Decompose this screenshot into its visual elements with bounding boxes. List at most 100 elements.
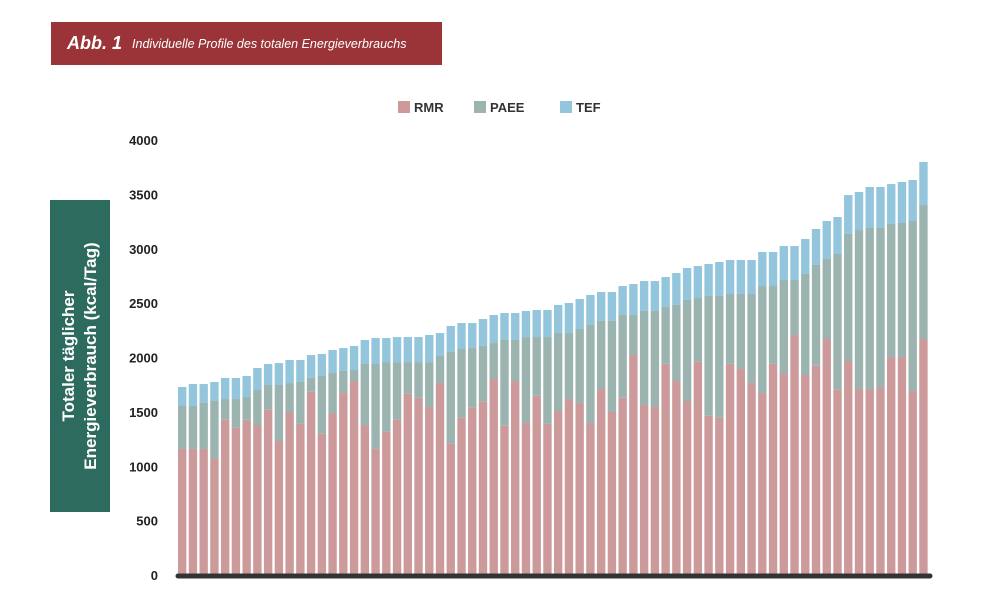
bar-tef xyxy=(220,377,230,400)
bar-tef xyxy=(532,309,541,338)
bar-tef xyxy=(919,161,928,206)
bar-rmr xyxy=(317,433,327,576)
bar-paee xyxy=(596,320,606,390)
bar-tef xyxy=(682,268,692,300)
bar-paee xyxy=(414,362,423,398)
bar-tef xyxy=(317,354,327,376)
y-axis-label-box: Totaler täglicher Energieverbrauch (kcal… xyxy=(50,200,110,512)
bar-rmr xyxy=(844,360,853,575)
bar-paee xyxy=(854,230,864,390)
bar-paee xyxy=(639,310,649,406)
bar-tef xyxy=(822,221,831,259)
legend-label-paee: PAEE xyxy=(490,100,525,115)
bar-paee xyxy=(844,233,853,361)
bar-paee xyxy=(833,253,842,390)
bar-paee xyxy=(736,293,746,370)
bar-paee xyxy=(779,279,788,374)
bar-paee xyxy=(263,385,273,410)
bar-paee xyxy=(575,329,584,403)
bar-tef xyxy=(639,281,649,311)
bar-rmr xyxy=(349,380,359,575)
bar-tef xyxy=(360,339,370,365)
figure-label: Abb. 1 xyxy=(67,33,123,53)
bar-rmr xyxy=(328,412,337,575)
bar-tef xyxy=(887,184,896,224)
y-tick-label: 0 xyxy=(151,568,158,583)
bar-tef xyxy=(339,348,348,371)
bar-rmr xyxy=(801,375,810,575)
bar-rmr xyxy=(178,448,187,575)
bar-paee xyxy=(768,286,778,364)
bar-rmr xyxy=(790,334,799,575)
bar-rmr xyxy=(715,417,724,575)
bar-paee xyxy=(650,310,660,407)
bar-tef xyxy=(650,281,660,311)
bar-paee xyxy=(274,385,284,442)
bar-paee xyxy=(446,351,455,444)
bar-tef xyxy=(263,364,273,386)
figure-banner: Abb. 1 Individuelle Profile des totalen … xyxy=(51,22,442,65)
bar-paee xyxy=(188,406,198,449)
legend-label-tef: TEF xyxy=(576,100,601,115)
bar-paee xyxy=(725,293,735,364)
bar-tef xyxy=(736,259,746,294)
bar-rmr xyxy=(371,448,380,575)
bar-tef xyxy=(328,350,337,374)
bar-rmr xyxy=(822,339,831,575)
bar-tef xyxy=(199,384,208,403)
bar-paee xyxy=(371,364,380,449)
bar-rmr xyxy=(403,393,412,575)
bar-paee xyxy=(210,401,219,459)
bar-rmr xyxy=(564,399,574,575)
bar-tef xyxy=(715,262,724,296)
bar-tef xyxy=(500,313,509,340)
bar-tef xyxy=(854,191,864,231)
bar-paee xyxy=(360,364,370,426)
bar-paee xyxy=(403,362,412,394)
bar-tef xyxy=(435,333,445,356)
bar-paee xyxy=(543,337,552,424)
bar-paee xyxy=(629,314,638,355)
bar-tef xyxy=(833,217,842,254)
bar-rmr xyxy=(500,425,509,575)
bars xyxy=(178,161,928,576)
bar-paee xyxy=(349,370,359,381)
bar-rmr xyxy=(618,397,627,575)
bar-paee xyxy=(908,221,917,391)
bar-paee xyxy=(865,227,874,390)
y-tick-label: 500 xyxy=(136,514,158,529)
bar-tef xyxy=(564,303,574,334)
bar-tef xyxy=(274,363,284,386)
bar-rmr xyxy=(554,411,563,575)
bar-rmr xyxy=(306,391,316,575)
bar-tef xyxy=(779,246,788,280)
bar-tef xyxy=(575,298,584,330)
bar-tef xyxy=(178,386,187,406)
bar-tef xyxy=(629,283,638,315)
bar-paee xyxy=(199,402,208,449)
bar-tef xyxy=(253,368,262,391)
bar-paee xyxy=(306,377,316,392)
bar-rmr xyxy=(360,425,370,575)
bar-paee xyxy=(500,339,509,426)
bar-tef xyxy=(693,266,703,299)
bar-tef xyxy=(876,186,885,228)
legend-swatch-tef xyxy=(560,101,572,113)
bar-tef xyxy=(349,345,359,370)
bar-tef xyxy=(511,313,520,340)
bar-rmr xyxy=(285,411,294,575)
bar-paee xyxy=(296,381,305,424)
bar-tef xyxy=(543,309,552,338)
bar-paee xyxy=(478,345,488,402)
bar-paee xyxy=(317,375,327,434)
bar-paee xyxy=(919,205,928,340)
bar-rmr xyxy=(414,397,423,575)
bar-rmr xyxy=(596,389,606,575)
bar-paee xyxy=(586,324,595,423)
bar-tef xyxy=(661,277,670,308)
bar-rmr xyxy=(220,419,230,575)
legend-swatch-rmr xyxy=(398,101,410,113)
bar-paee xyxy=(693,298,703,362)
bar-rmr xyxy=(231,427,241,575)
